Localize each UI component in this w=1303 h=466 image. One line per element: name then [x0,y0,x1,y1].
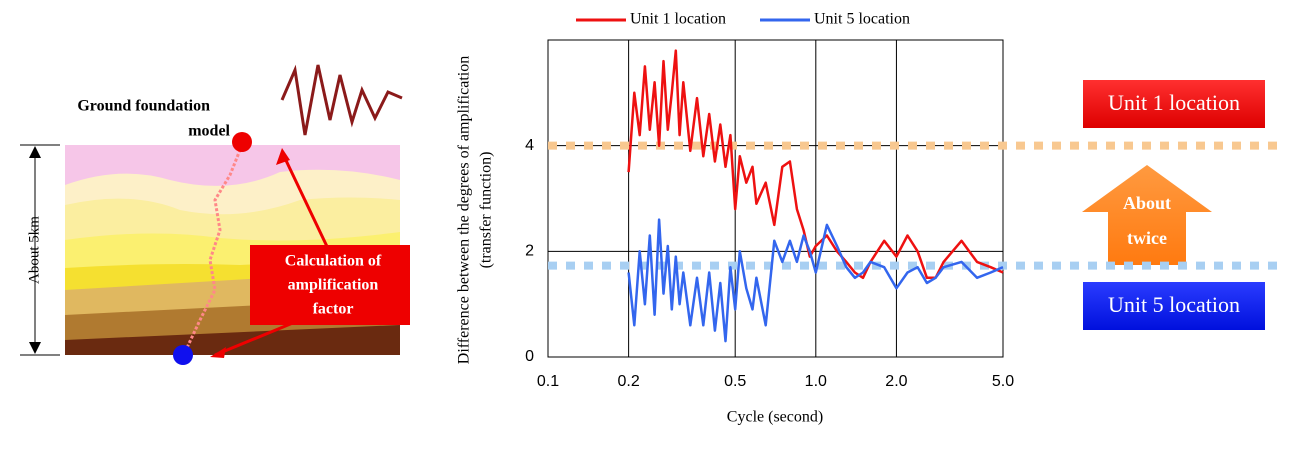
arrow [214,318,301,357]
unit5-label: Unit 5 location [1108,292,1240,317]
calc-label: factor [313,301,354,318]
calc-box [250,245,410,325]
plot-frame [547,39,1004,358]
calc-label: amplification [288,277,379,294]
data-line [627,218,1004,343]
depth-label: About 5km [26,216,42,284]
x-tick-label: 1.0 [805,373,827,390]
x-tick-label: 2.0 [885,373,907,390]
ratio-label: About [1123,193,1171,213]
arrow [280,151,334,258]
wave-path [183,149,242,353]
y-tick-label: 2 [525,243,534,260]
y-axis-label: (transfer function) [478,152,495,269]
x-tick-label: 0.5 [724,373,746,390]
ratio-arrow [1082,165,1212,265]
data-line [627,49,1004,280]
y-tick-label: 0 [525,348,534,365]
unit1-box [1083,80,1265,128]
unit1-label: Unit 1 location [1108,90,1240,115]
x-tick-label: 5.0 [992,373,1014,390]
base-point [173,345,193,365]
model-label: model [188,123,230,140]
calc-label: Calculation of [285,253,382,270]
y-axis-label: Difference between the degrees of amplif… [456,56,473,364]
surface-point [232,132,252,152]
legend-label: Unit 5 location [814,11,910,28]
model-label: Ground foundation [77,98,210,115]
x-tick-label: 0.1 [537,373,559,390]
arrow-head [210,347,226,358]
y-tick-label: 4 [525,137,534,154]
unit5-box [1083,282,1265,330]
legend-label: Unit 1 location [630,11,726,28]
arrow-head [276,148,290,165]
x-tick-label: 0.2 [617,373,639,390]
seismic-wave [280,64,403,136]
ratio-label: twice [1127,228,1167,248]
x-axis-label: Cycle (second) [727,409,823,426]
